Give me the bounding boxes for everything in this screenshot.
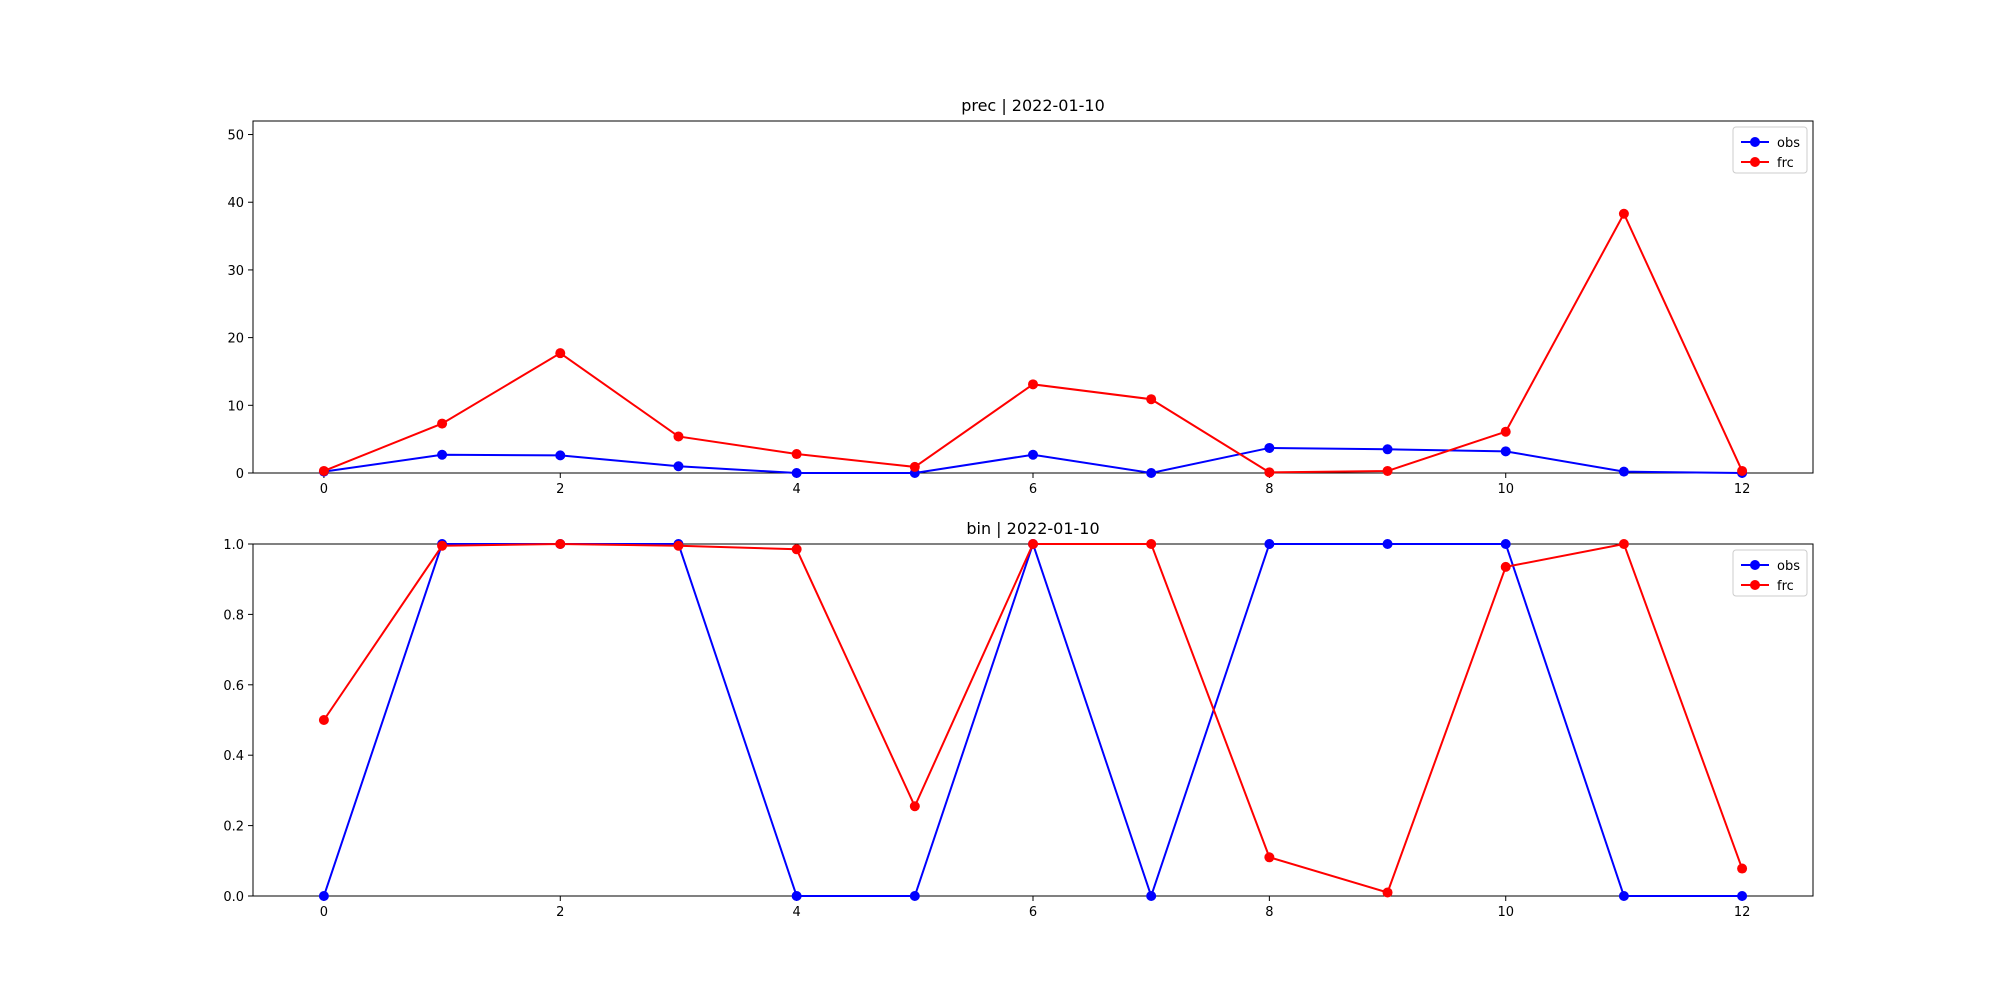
y-tick-label: 10 [227,399,244,414]
data-point-frc [673,540,684,551]
data-point-frc [318,715,329,725]
data-point-obs [791,891,802,901]
series-line-frc [323,542,1744,894]
data-point-frc [555,348,566,359]
chart-title: bin | 2022-01-10 [966,519,1099,538]
top-chart-prec: prec | 2022-01-10 0 2 4 6 8 10 12 0 10 20 30 40 50 obs… [227,96,1814,497]
data-point-frc [437,540,448,551]
data-point-frc [1264,852,1275,863]
data-point-obs [555,450,566,461]
y-tick-label: 0.4 [223,749,244,764]
data-point-obs [1264,539,1275,549]
data-point-obs [1146,468,1157,478]
y-tick-label: 20 [227,332,244,347]
data-point-frc [318,465,329,476]
data-point-frc [1264,467,1275,478]
legend-marker-obs [1750,137,1760,147]
data-point-frc [1500,426,1511,437]
bottom-chart-bin: bin | 2022-01-10 0 2 4 6 8 10 12 0.0 0.2 0.4 0.6 0.8… [223,519,1814,920]
legend-label-obs: obs [1777,136,1800,151]
series-line-obs [322,540,1743,900]
data-point-obs [1028,449,1038,460]
data-point-obs [791,468,802,478]
y-tick-label: 50 [227,129,244,144]
legend-label-frc: frc [1777,579,1794,594]
x-tick-label: 8 [1265,905,1273,920]
data-point-frc [437,418,448,429]
data-point-frc [791,544,802,555]
data-point-obs [1500,446,1511,457]
data-point-frc [1028,539,1038,549]
data-point-frc [1382,887,1393,898]
legend-marker-frc [1750,157,1760,167]
axes-frame [252,543,1814,897]
data-point-frc [1146,539,1157,549]
data-point-obs [1618,466,1629,477]
data-point-obs [1264,442,1275,453]
x-tick-label: 12 [1734,905,1751,920]
data-point-obs [318,891,329,901]
data-point-frc [1737,465,1748,476]
legend-label-obs: obs [1777,559,1800,574]
data-point-obs [1500,539,1511,549]
y-tick-label: 0.6 [223,679,244,694]
y-tick-label: 0.2 [223,820,244,835]
x-tick-label: 12 [1734,482,1751,497]
x-tick-label: 2 [556,482,564,497]
data-point-frc [1028,379,1038,390]
x-tick-label: 4 [792,905,800,920]
y-tick-label: 30 [227,264,244,279]
data-point-obs [673,461,684,472]
x-tick-label: 0 [320,905,328,920]
x-tick-label: 10 [1497,482,1514,497]
data-point-obs [909,891,920,901]
y-tick-label: 0.0 [223,890,244,905]
data-point-frc [1618,539,1629,549]
data-point-frc [791,449,802,460]
y-tick-label: 40 [227,196,244,211]
legend-marker-frc [1750,580,1760,590]
data-point-frc [555,539,566,549]
data-point-frc [909,801,920,812]
x-tick-label: 2 [556,905,564,920]
x-tick-label: 0 [320,482,328,497]
data-point-frc [1382,465,1393,476]
x-tick-label: 4 [792,482,800,497]
data-point-frc [1146,394,1157,405]
x-tick-label: 10 [1497,905,1514,920]
x-tick-label: 6 [1029,905,1037,920]
y-tick-label: 1.0 [223,538,244,553]
y-tick-label: 0.8 [223,608,244,623]
data-point-frc [673,431,684,442]
data-point-obs [1737,891,1748,901]
legend-label-frc: frc [1777,156,1794,171]
series-line-frc [323,211,1743,474]
data-point-obs [1146,891,1157,901]
data-point-frc [909,461,920,472]
data-point-obs [437,449,448,460]
data-point-frc [1618,208,1629,219]
data-point-frc [1500,561,1511,572]
data-point-obs [1618,891,1629,901]
x-tick-label: 8 [1265,482,1273,497]
x-tick-label: 6 [1029,482,1037,497]
data-point-obs [1382,444,1393,455]
legend-marker-obs [1750,560,1760,570]
chart-title: prec | 2022-01-10 [961,96,1105,115]
data-point-obs [1382,539,1393,549]
data-point-frc [1737,863,1748,874]
y-tick-label: 0 [236,467,244,482]
